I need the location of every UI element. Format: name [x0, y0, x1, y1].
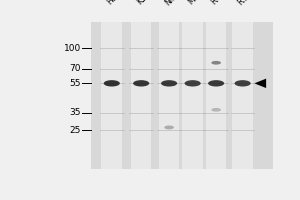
Bar — [182, 22, 203, 169]
Ellipse shape — [104, 80, 120, 87]
Text: 100: 100 — [64, 44, 81, 53]
Text: 55: 55 — [69, 79, 81, 88]
Ellipse shape — [164, 125, 174, 129]
Ellipse shape — [161, 80, 177, 87]
Text: 35: 35 — [69, 108, 81, 117]
Ellipse shape — [235, 80, 251, 87]
Ellipse shape — [133, 80, 149, 87]
Bar — [159, 22, 179, 169]
Ellipse shape — [184, 80, 201, 87]
Text: R.spleen: R.spleen — [236, 0, 266, 7]
Bar — [101, 22, 122, 169]
Bar — [232, 22, 253, 169]
Text: R.testis: R.testis — [210, 0, 236, 7]
Ellipse shape — [208, 80, 224, 87]
Text: K562: K562 — [135, 0, 155, 7]
Bar — [91, 22, 274, 169]
Polygon shape — [254, 79, 266, 88]
Text: NIH/3T3: NIH/3T3 — [163, 0, 191, 7]
Ellipse shape — [211, 108, 221, 112]
Text: 25: 25 — [70, 126, 81, 135]
Text: Hela: Hela — [105, 0, 124, 7]
Text: M.testis: M.testis — [186, 0, 214, 7]
Bar — [206, 22, 226, 169]
Text: 70: 70 — [69, 64, 81, 73]
Ellipse shape — [211, 61, 221, 65]
Bar — [131, 22, 152, 169]
